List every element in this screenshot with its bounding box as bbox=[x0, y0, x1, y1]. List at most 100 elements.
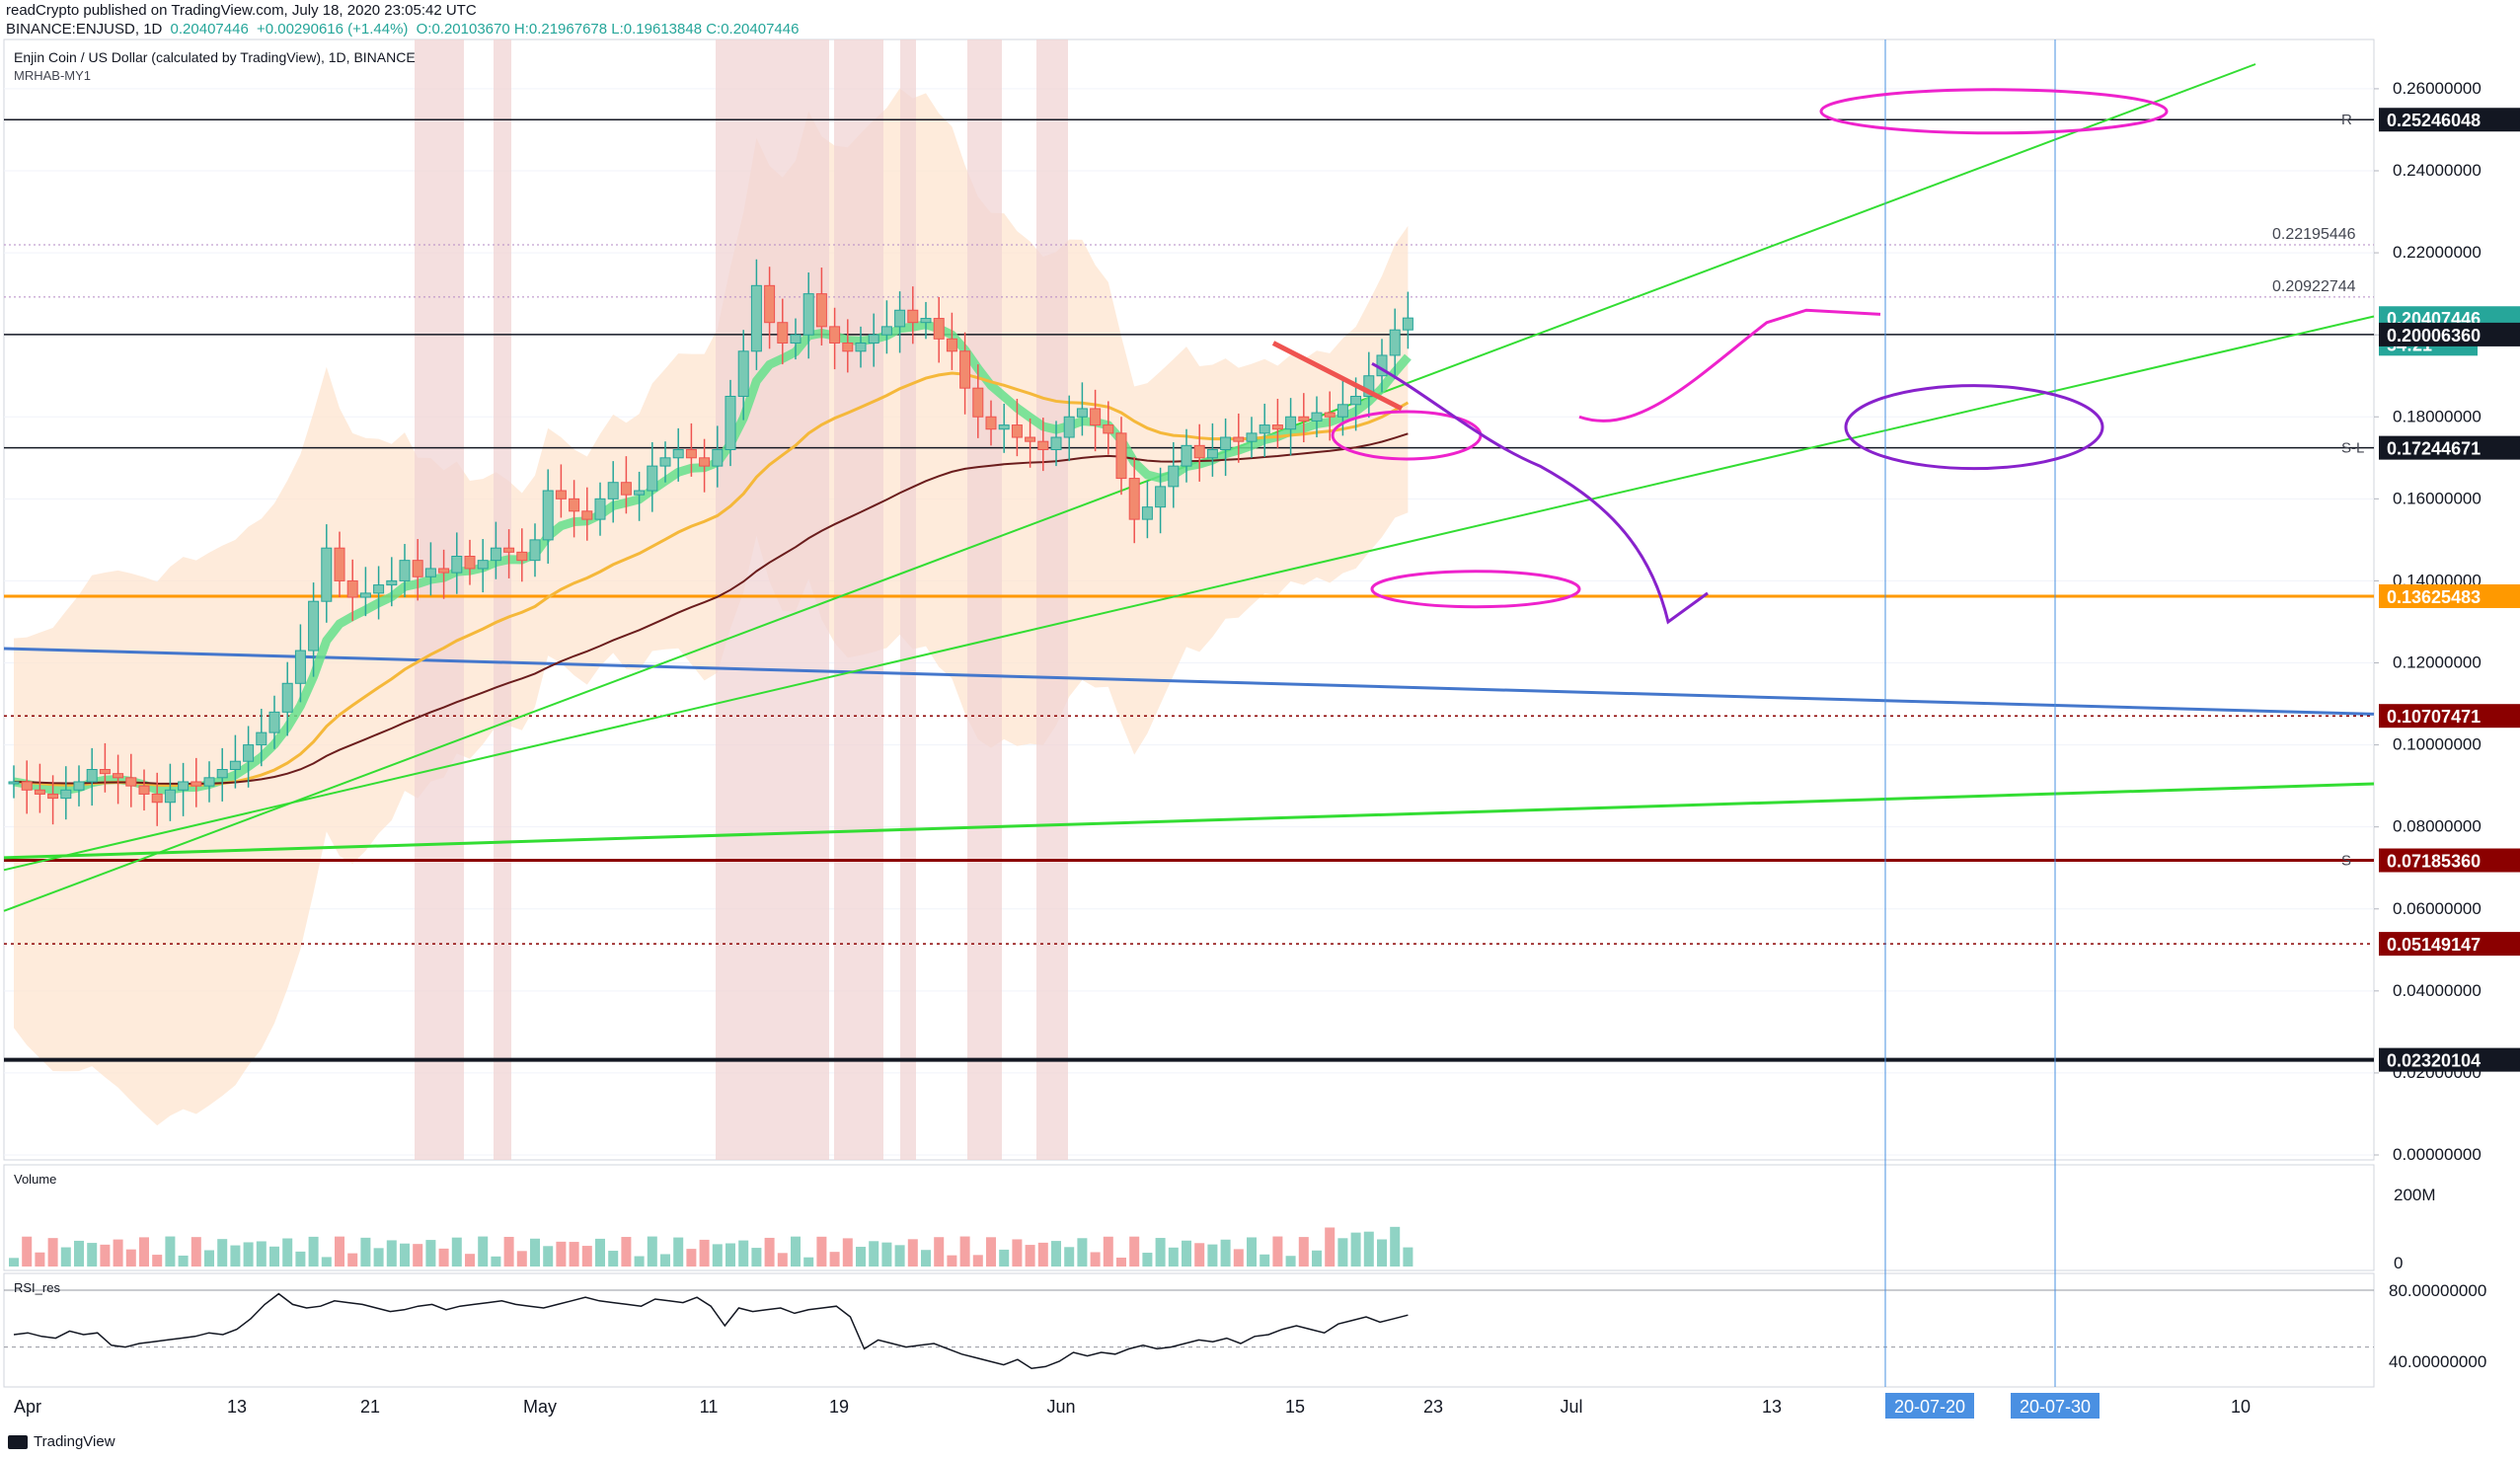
volume-bar bbox=[1312, 1250, 1322, 1267]
volume-bar bbox=[829, 1252, 840, 1267]
volume-bar bbox=[1116, 1258, 1126, 1267]
candle-body bbox=[1233, 436, 1245, 442]
price-tick-label: 0.04000000 bbox=[2393, 981, 2482, 1000]
time-axis-label: Jun bbox=[1046, 1397, 1075, 1417]
candle-body bbox=[855, 342, 867, 352]
candle-body bbox=[802, 293, 814, 336]
candle-body bbox=[1063, 416, 1075, 438]
price-label-text: 0.25246048 bbox=[2387, 111, 2481, 130]
price-label-box bbox=[2379, 583, 2520, 608]
candle-body bbox=[868, 334, 879, 344]
candle-body bbox=[516, 551, 528, 562]
volume-bar bbox=[751, 1248, 762, 1267]
volume-bar bbox=[869, 1241, 879, 1267]
volume-bar bbox=[1285, 1256, 1296, 1267]
candle-body bbox=[151, 793, 163, 804]
volume-bar bbox=[921, 1250, 931, 1267]
time-axis-label: 10 bbox=[2231, 1397, 2251, 1417]
candle-body bbox=[829, 326, 841, 344]
price-tick-label: 0.22000000 bbox=[2393, 243, 2482, 262]
candle-body bbox=[946, 338, 957, 352]
candle-body bbox=[359, 592, 371, 598]
volume-bar bbox=[295, 1251, 306, 1267]
volume-bar bbox=[608, 1251, 619, 1267]
tradingview-footer[interactable]: TradingView bbox=[8, 1433, 115, 1450]
volume-bar bbox=[1182, 1240, 1191, 1267]
candle-body bbox=[490, 547, 501, 562]
candle-body bbox=[933, 318, 945, 340]
candle-body bbox=[451, 555, 463, 574]
candle-body bbox=[386, 579, 398, 586]
volume-bar bbox=[35, 1252, 45, 1267]
volume-bar bbox=[1168, 1247, 1179, 1267]
price-label-box bbox=[2379, 704, 2520, 729]
candle-body bbox=[1011, 424, 1023, 438]
volume-bar bbox=[699, 1239, 710, 1267]
candle-body bbox=[113, 773, 124, 779]
price-change: +0.00290616 (+1.44%) bbox=[256, 21, 409, 38]
rsi-axis-label: 80.00000000 bbox=[2389, 1281, 2486, 1300]
volume-bar bbox=[256, 1241, 267, 1267]
volume-bar bbox=[230, 1245, 241, 1267]
candle-body bbox=[1259, 424, 1270, 434]
price-tick-label: 0.10000000 bbox=[2393, 735, 2482, 754]
candle-body bbox=[880, 326, 892, 336]
header: readCrypto published on TradingView.com,… bbox=[0, 0, 2520, 39]
volume-bar bbox=[816, 1236, 827, 1267]
volume-bar bbox=[152, 1255, 163, 1267]
candle-body bbox=[620, 482, 632, 496]
volume-bar bbox=[1012, 1239, 1023, 1267]
volume-bar bbox=[972, 1255, 983, 1267]
time-axis-label: 13 bbox=[1762, 1397, 1782, 1417]
candle-body bbox=[1193, 444, 1205, 459]
volume-bar bbox=[999, 1249, 1010, 1267]
candle-body bbox=[281, 682, 293, 713]
volume-bar bbox=[335, 1236, 344, 1267]
volume-bar bbox=[178, 1255, 189, 1267]
candle-body bbox=[438, 568, 450, 574]
volume-bar bbox=[386, 1240, 397, 1267]
candles-layer bbox=[8, 259, 1413, 826]
candle-body bbox=[790, 334, 802, 344]
highlight-column bbox=[494, 39, 511, 1160]
time-axis-label: 15 bbox=[1285, 1397, 1305, 1417]
breakout-arrow bbox=[1578, 308, 1881, 422]
volume-bar bbox=[1103, 1236, 1113, 1267]
volume-layer bbox=[9, 1226, 1413, 1267]
volume-pane-label: Volume bbox=[14, 1172, 57, 1187]
candle-body bbox=[1076, 408, 1088, 418]
candle-body bbox=[256, 731, 267, 746]
candle-body bbox=[725, 395, 736, 450]
rsi-layer bbox=[4, 1289, 2374, 1369]
candle-body bbox=[1389, 329, 1401, 356]
candle-body bbox=[464, 555, 476, 570]
candle-body bbox=[1181, 444, 1192, 467]
volume-bar bbox=[673, 1237, 684, 1267]
candle-body bbox=[47, 793, 59, 800]
target-circle bbox=[1819, 88, 2169, 135]
symbol-line: BINANCE:ENJUSD, 1D 0.20407446 +0.0029061… bbox=[6, 21, 802, 38]
candle-body bbox=[346, 579, 358, 598]
candle-body bbox=[203, 777, 215, 787]
volume-bar bbox=[478, 1236, 489, 1267]
date-label-box bbox=[2011, 1393, 2100, 1419]
candle-body bbox=[412, 560, 423, 577]
candle-body bbox=[750, 284, 762, 352]
price-label-box bbox=[2379, 848, 2520, 873]
time-axis-label: May bbox=[523, 1397, 557, 1417]
volume-bar bbox=[451, 1237, 462, 1267]
candle-body bbox=[764, 284, 776, 324]
volume-bar bbox=[647, 1236, 657, 1267]
candle-body bbox=[1090, 408, 1102, 426]
candle-body bbox=[842, 342, 854, 352]
green-support-line bbox=[3, 782, 2375, 860]
tradingview-logo-icon bbox=[8, 1434, 28, 1449]
price-tick-label: 0.16000000 bbox=[2393, 489, 2482, 507]
candle-body bbox=[243, 744, 255, 762]
volume-bar bbox=[400, 1243, 410, 1267]
volume-bar bbox=[1064, 1247, 1075, 1267]
blue-trendline bbox=[3, 647, 2375, 716]
chart-title: Enjin Coin / US Dollar (calculated by Tr… bbox=[14, 49, 416, 65]
volume-bar bbox=[9, 1258, 19, 1267]
